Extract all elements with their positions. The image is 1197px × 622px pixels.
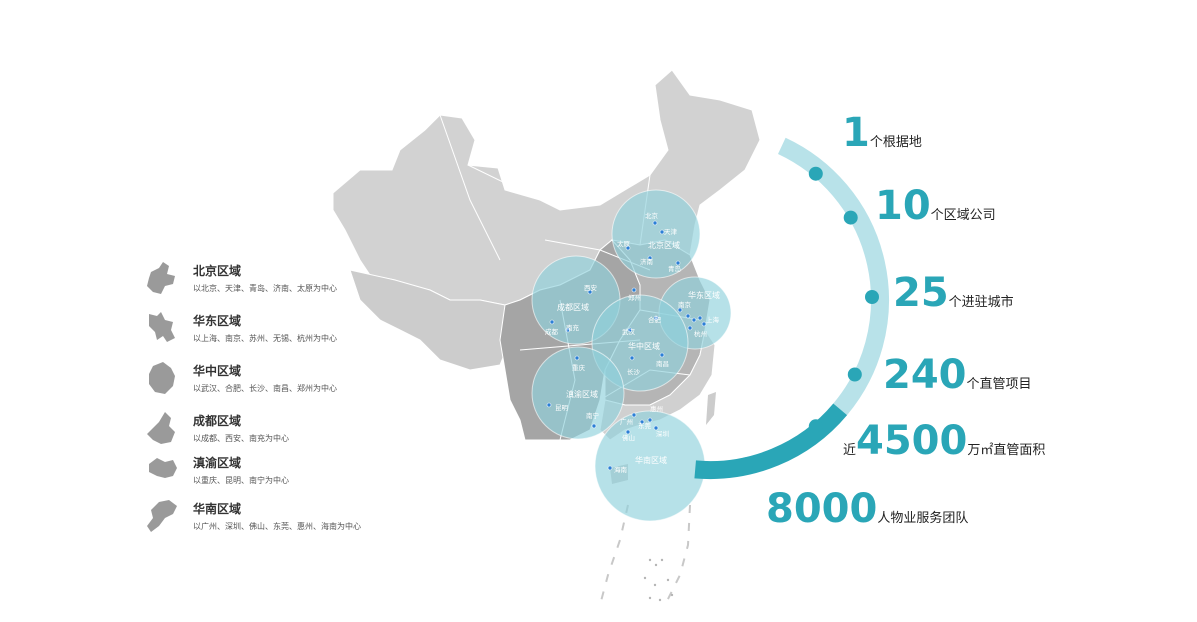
region-bubbles [531,189,732,522]
legend-item-dianyu: 滇渝区域 以重庆、昆明、南宁为中心 [145,452,405,492]
stats-arc [694,137,889,479]
city-label: 天津 [664,228,678,236]
label-huadong: 华东区域 [688,290,720,300]
beijing-region-icon [147,262,175,294]
stat-bases: 1个根据地 [842,113,922,153]
legend-desc: 以北京、天津、青岛、济南、太原为中心 [193,284,337,293]
arc-dot [843,210,858,225]
city-label: 杭州 [694,329,707,338]
stat-value: 1 [842,110,870,156]
stat-unit: 个根据地 [869,135,922,150]
legend-title: 北京区域 [193,264,242,278]
city-label: 太原 [617,239,631,248]
legend-desc: 以重庆、昆明、南宁为中心 [193,476,289,485]
nine-dash-line [599,504,691,606]
stat-value: 240 [883,352,967,398]
city-label: 东莞 [638,421,652,430]
city-label: 昆明 [555,404,569,412]
stat-unit: 人物业服务团队 [877,511,969,526]
legend-item-huadong: 华东区域 以上海、南京、苏州、无锡、杭州为中心 [145,310,405,350]
city-label: 南京 [678,300,692,309]
city-label: 重庆 [572,363,586,372]
bubble-dianyu[interactable] [531,346,625,440]
arc-dot [847,367,862,382]
city-label: 成都 [545,327,559,336]
sea-islands [643,558,674,602]
arc-dot [808,166,823,181]
huadong-region-icon [149,312,175,342]
stat-value: 4500 [856,418,968,464]
legend-item-huazhong: 华中区域 以武汉、合肥、长沙、南昌、郑州为中心 [145,360,405,400]
legend-title: 华东区域 [193,314,242,328]
land-taiwan [706,392,716,425]
city-label: 惠州 [650,404,663,413]
city-label: 广州 [620,417,633,426]
city-label: 北京 [645,211,659,220]
city-markers [546,220,707,471]
stat-cities: 25个进驻城市 [893,273,1014,313]
stat-unit: 个直管项目 [966,377,1032,392]
city-label: 佛山 [622,433,635,442]
city-label: 深圳 [656,429,669,438]
legend-title: 滇渝区域 [193,456,242,470]
stat-value: 10 [875,183,931,229]
city-label: 济南 [640,257,654,266]
bubble-beijing[interactable] [611,189,701,279]
huanan-region-icon [147,500,177,532]
legend-desc: 以成都、西安、南充为中心 [193,434,289,443]
stat-unit: 个区域公司 [930,208,996,223]
stat-unit: 万㎡直管面积 [967,443,1046,458]
city-label: 南宁 [586,411,600,420]
stat-value: 25 [893,270,949,316]
legend-item-huanan: 华南区域 以广州、深圳、佛山、东莞、惠州、海南为中心 [145,498,405,538]
city-label: 南昌 [656,359,669,368]
stat-unit: 个进驻城市 [948,295,1014,310]
stat-projects: 240个直管项目 [883,355,1032,395]
legend-item-chengdu: 成都区域 以成都、西安、南充为中心 [145,410,405,450]
city-label: 西安 [584,283,598,292]
stat-prefix: 近 [843,443,857,458]
city-label: 上海 [706,315,720,324]
label-beijing: 北京区域 [648,240,680,250]
stat-team: 8000人物业服务团队 [766,489,968,529]
chengdu-region-icon [147,412,175,444]
legend-title: 华中区域 [193,364,242,378]
label-huanan: 华南区域 [635,455,667,465]
arc-dot [865,290,879,304]
city-label: 南充 [566,323,580,332]
legend-desc: 以广州、深圳、佛山、东莞、惠州、海南为中心 [193,522,361,531]
label-huazhong: 华中区域 [628,341,660,351]
arc-dot [739,457,753,472]
legend-desc: 以上海、南京、苏州、无锡、杭州为中心 [193,334,337,343]
city-label: 长沙 [627,367,641,376]
dianyu-region-icon [149,458,177,478]
city-label: 武汉 [622,327,636,336]
stat-area: 近4500万㎡直管面积 [843,421,1045,461]
city-label: 合肥 [648,315,662,324]
legend-desc: 以武汉、合肥、长沙、南昌、郑州为中心 [193,384,337,393]
huazhong-region-icon [149,362,175,394]
legend-title: 成都区域 [193,414,242,428]
label-dianyu: 滇渝区域 [566,389,598,399]
arc-dot [808,419,823,434]
stat-value: 8000 [766,486,878,532]
city-label: 郑州 [628,294,641,302]
city-label: 青岛 [668,264,681,273]
stat-companies: 10个区域公司 [875,186,996,226]
land-west [349,269,511,371]
city-label: 海南 [614,465,628,474]
legend-item-beijing: 北京区域 以北京、天津、青岛、济南、太原为中心 [145,260,405,300]
label-chengdu: 成都区域 [557,302,589,312]
legend-title: 华南区域 [193,502,242,516]
